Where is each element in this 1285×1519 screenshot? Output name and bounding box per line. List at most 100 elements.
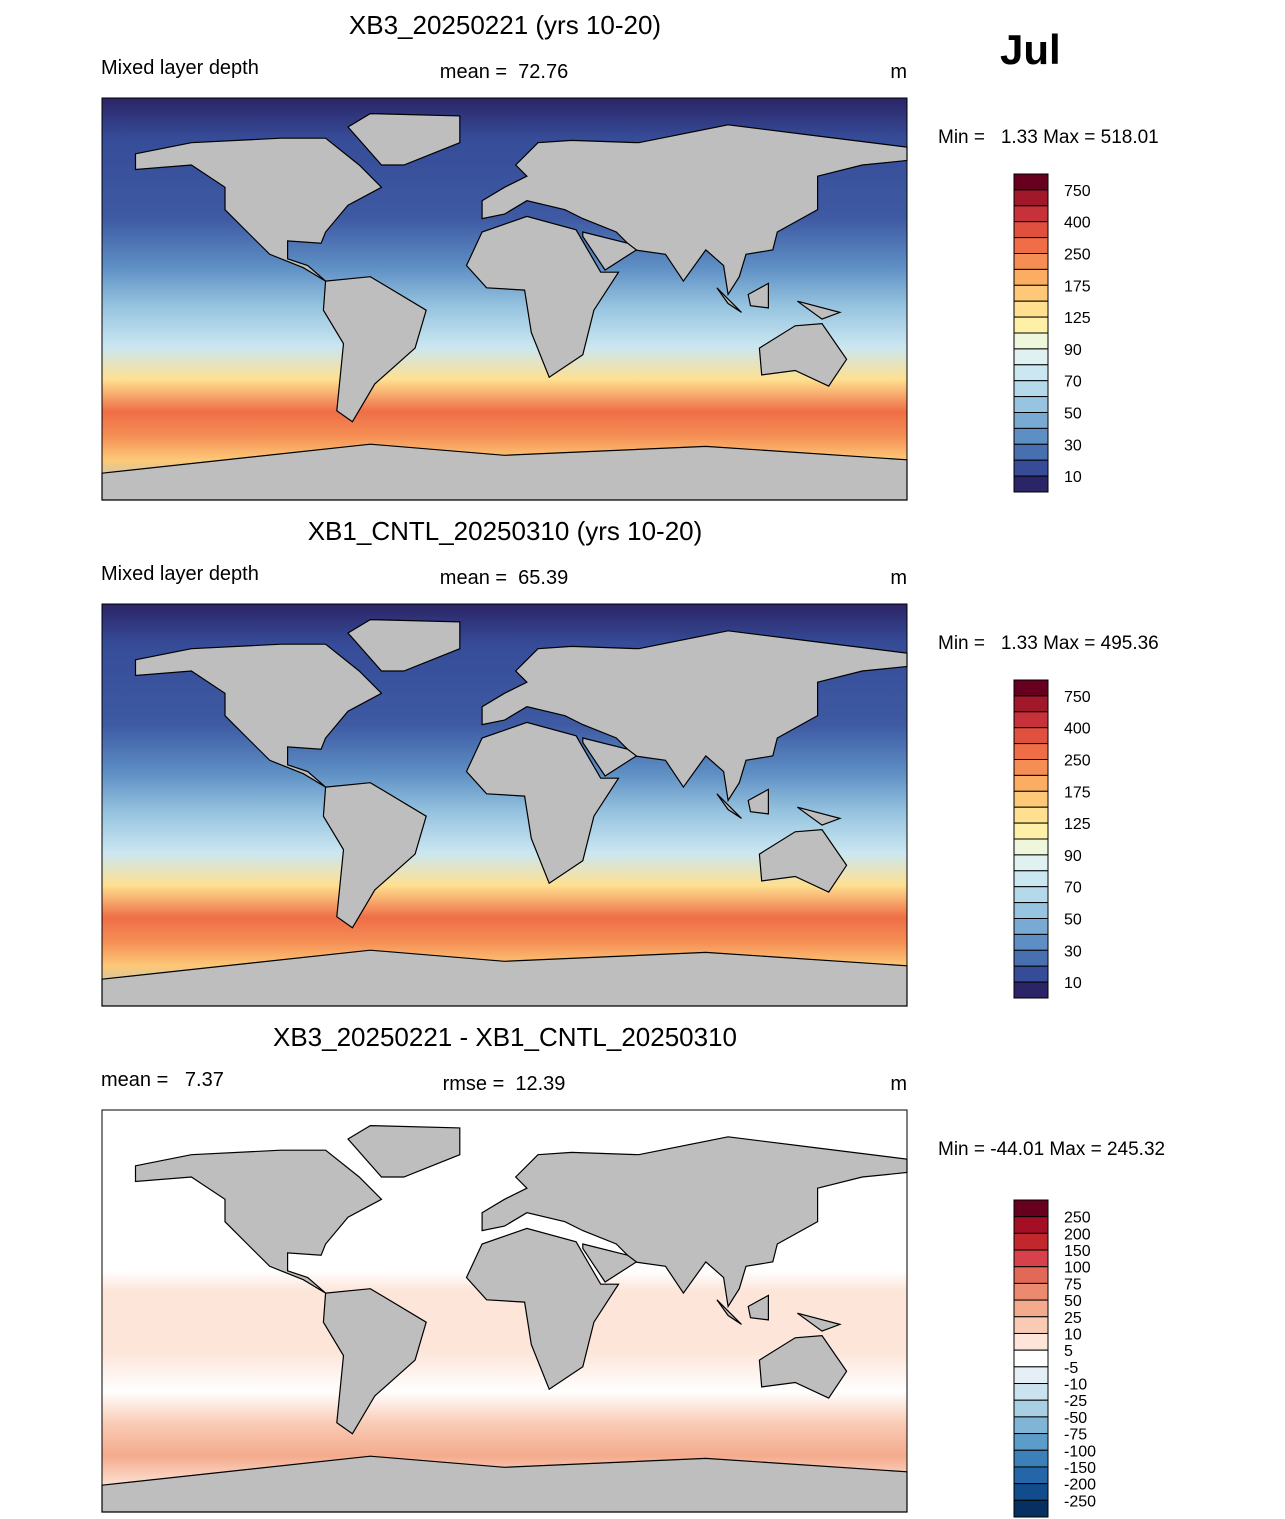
colorbar-box bbox=[1013, 743, 1049, 760]
land bbox=[797, 300, 842, 320]
month-label: Jul bbox=[1000, 26, 1061, 73]
land bbox=[322, 276, 427, 423]
colorbar-box bbox=[1013, 902, 1049, 919]
colorbar-label: 250 bbox=[1064, 753, 1091, 770]
colorbar-box bbox=[1013, 1483, 1049, 1501]
colorbar-label: 250 bbox=[1064, 1210, 1091, 1227]
map bbox=[101, 1109, 908, 1513]
colorbar-label: -5 bbox=[1064, 1360, 1078, 1377]
colorbar-box bbox=[1013, 1349, 1049, 1368]
colorbar-box bbox=[1013, 205, 1049, 223]
colorbar-label: 90 bbox=[1064, 848, 1082, 865]
range-label: Min = 1.33 Max = 518.01 bbox=[938, 127, 1159, 148]
land bbox=[481, 1136, 908, 1309]
colorbar-label: 90 bbox=[1064, 342, 1082, 359]
colorbar-box bbox=[1013, 284, 1049, 302]
land bbox=[134, 137, 383, 282]
colorbar-box bbox=[1013, 459, 1049, 477]
land bbox=[481, 630, 908, 803]
colorbar-label: 70 bbox=[1064, 880, 1082, 897]
map-frame bbox=[101, 97, 908, 501]
land bbox=[582, 737, 638, 777]
land bbox=[322, 782, 427, 929]
colorbar-box bbox=[1013, 1466, 1049, 1485]
colorbar-label: -100 bbox=[1064, 1443, 1096, 1460]
left-label: Mixed layer depth bbox=[101, 563, 259, 585]
colorbar-label: -150 bbox=[1064, 1460, 1096, 1477]
colorbar-box bbox=[1013, 1282, 1049, 1301]
colorbar-box bbox=[1013, 1199, 1049, 1218]
colorbar-box bbox=[1013, 1249, 1049, 1268]
panel-title: XB1_CNTL_20250310 (yrs 10-20) bbox=[308, 516, 703, 546]
colorbar-label: 750 bbox=[1064, 183, 1091, 200]
colorbar-box bbox=[1013, 332, 1049, 350]
colorbar-box bbox=[1013, 1383, 1049, 1401]
land bbox=[465, 721, 620, 885]
land bbox=[716, 793, 742, 819]
colorbar-box bbox=[1013, 759, 1049, 776]
colorbar-label: -75 bbox=[1064, 1427, 1087, 1444]
colorbar-label: 750 bbox=[1064, 689, 1091, 706]
colorbar-label: 400 bbox=[1064, 721, 1091, 738]
colorbar-box bbox=[1013, 711, 1049, 729]
colorbar-box bbox=[1013, 1332, 1049, 1351]
land bbox=[582, 1243, 638, 1283]
units-label: m bbox=[890, 61, 907, 83]
colorbar-box bbox=[1013, 316, 1049, 334]
land bbox=[347, 112, 461, 166]
colorbar-label: 250 bbox=[1064, 247, 1091, 264]
colorbar-box bbox=[1013, 854, 1049, 872]
colorbar-label: 125 bbox=[1064, 310, 1091, 327]
colorbar-label: 50 bbox=[1064, 1293, 1082, 1310]
colorbar-box bbox=[1013, 221, 1049, 239]
colorbar-box bbox=[1013, 253, 1049, 270]
colorbar-label: 50 bbox=[1064, 912, 1082, 929]
range-label: Min = 1.33 Max = 495.36 bbox=[938, 633, 1159, 654]
land bbox=[758, 1334, 848, 1399]
colorbar-label: -200 bbox=[1064, 1477, 1096, 1494]
land bbox=[747, 1294, 770, 1321]
land bbox=[582, 231, 638, 271]
colorbar-box bbox=[1013, 348, 1049, 366]
colorbar-box bbox=[1013, 300, 1049, 318]
colorbar-box bbox=[1013, 1416, 1049, 1435]
colorbar-label: -10 bbox=[1064, 1377, 1087, 1394]
colorbar-label: -25 bbox=[1064, 1393, 1087, 1410]
colorbar-box bbox=[1013, 1366, 1049, 1385]
colorbar-label: 125 bbox=[1064, 816, 1091, 833]
land bbox=[747, 282, 770, 309]
colorbar-box bbox=[1013, 1499, 1049, 1518]
colorbar-box bbox=[1013, 933, 1049, 951]
left-label: Mixed layer depth bbox=[101, 57, 259, 79]
land bbox=[465, 1227, 620, 1391]
colorbar-box bbox=[1013, 679, 1049, 697]
colorbar-box bbox=[1013, 774, 1049, 792]
land bbox=[481, 124, 908, 297]
colorbar-label: 175 bbox=[1064, 278, 1091, 295]
colorbar-label: 10 bbox=[1064, 975, 1082, 992]
colorbar-box bbox=[1013, 918, 1049, 935]
land bbox=[347, 618, 461, 672]
colorbar-box bbox=[1013, 695, 1049, 713]
colorbar-label: 30 bbox=[1064, 437, 1082, 454]
units-label: m bbox=[890, 567, 907, 589]
colorbar-box bbox=[1013, 806, 1049, 824]
colorbar-box bbox=[1013, 790, 1049, 808]
land bbox=[134, 1149, 383, 1294]
colorbar-label: 25 bbox=[1064, 1310, 1082, 1327]
map bbox=[101, 97, 908, 501]
colorbar-box bbox=[1013, 949, 1049, 967]
colorbar-label: 30 bbox=[1064, 943, 1082, 960]
colorbar-box bbox=[1013, 443, 1049, 461]
range-label: Min = -44.01 Max = 245.32 bbox=[938, 1139, 1165, 1160]
colorbar-label: 100 bbox=[1064, 1260, 1091, 1277]
colorbar-label: 5 bbox=[1064, 1343, 1073, 1360]
colorbar-box bbox=[1013, 380, 1049, 398]
land bbox=[797, 1312, 842, 1332]
colorbar-box bbox=[1013, 981, 1049, 999]
colorbar-box bbox=[1013, 1232, 1049, 1251]
center-label: rmse = 12.39 bbox=[443, 1073, 566, 1095]
colorbar-label: 70 bbox=[1064, 374, 1082, 391]
colorbar-box bbox=[1013, 1449, 1049, 1468]
colorbar-box bbox=[1013, 1316, 1049, 1334]
